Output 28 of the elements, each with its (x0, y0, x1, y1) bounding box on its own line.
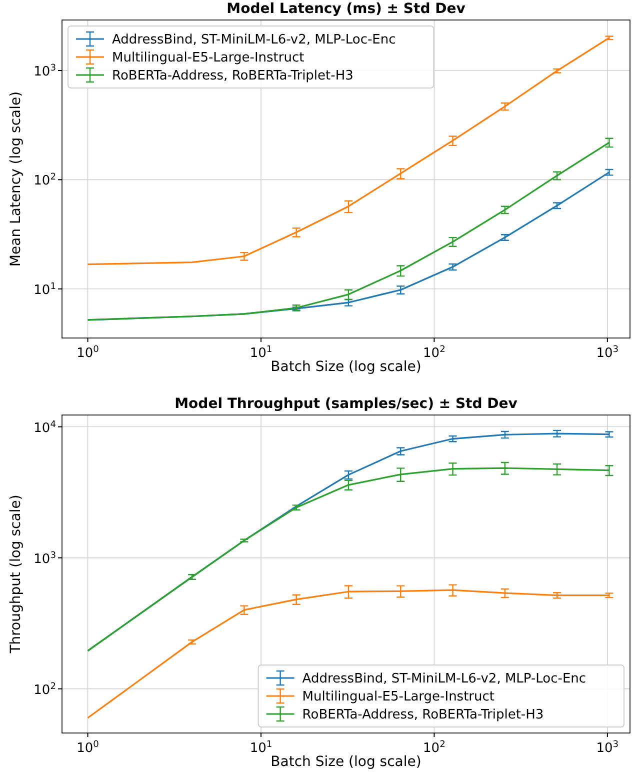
y-tick-label: 10$^{3}$ (34, 550, 56, 567)
x-tick-label: 10$^{0}$ (76, 740, 100, 756)
legend-label: AddressBind, ST-MiniLM-L6-v2, MLP-Loc-Enc (112, 32, 396, 48)
legend-label: Multilingual-E5-Large-Instruct (302, 690, 495, 704)
x-axis-title: Batch Size (log scale) (270, 754, 422, 770)
point (344, 480, 354, 490)
legend-label: AddressBind, ST-MiniLM-L6-v2, MLP-Loc-Enc (302, 672, 586, 686)
x-tick-label: 10$^{3}$ (596, 740, 619, 756)
x-axis-title: Batch Size (log scale) (270, 359, 422, 375)
chart-title: Model Latency (ms) ± Std Dev (226, 1, 466, 17)
x-tick-label: 10$^{0}$ (76, 345, 100, 361)
y-axis-title: Throughput (log scale) (8, 494, 24, 654)
x-tick-label: 10$^{1}$ (250, 345, 272, 361)
x-tick-label: 10$^{1}$ (250, 740, 272, 756)
y-axis-title: Mean Latency (log scale) (8, 91, 24, 267)
y-tick-label: 10$^{4}$ (34, 420, 56, 436)
legend-label: RoBERTa-Address, RoBERTa-Triplet-H3 (112, 68, 354, 84)
chart-title: Model Throughput (samples/sec) ± Std Dev (174, 396, 518, 412)
legend-label: RoBERTa-Address, RoBERTa-Triplet-H3 (302, 708, 544, 722)
x-tick-label: 10$^{3}$ (596, 345, 619, 361)
legend-label: Multilingual-E5-Large-Instruct (112, 50, 304, 66)
y-tick-label: 10$^{3}$ (34, 63, 56, 80)
point (344, 289, 354, 300)
y-tick-label: 10$^{1}$ (34, 282, 56, 298)
y-tick-label: 10$^{2}$ (34, 172, 56, 189)
x-tick-label: 10$^{2}$ (423, 345, 446, 361)
x-tick-label: 10$^{2}$ (423, 740, 446, 756)
y-tick-label: 10$^{2}$ (34, 682, 56, 698)
